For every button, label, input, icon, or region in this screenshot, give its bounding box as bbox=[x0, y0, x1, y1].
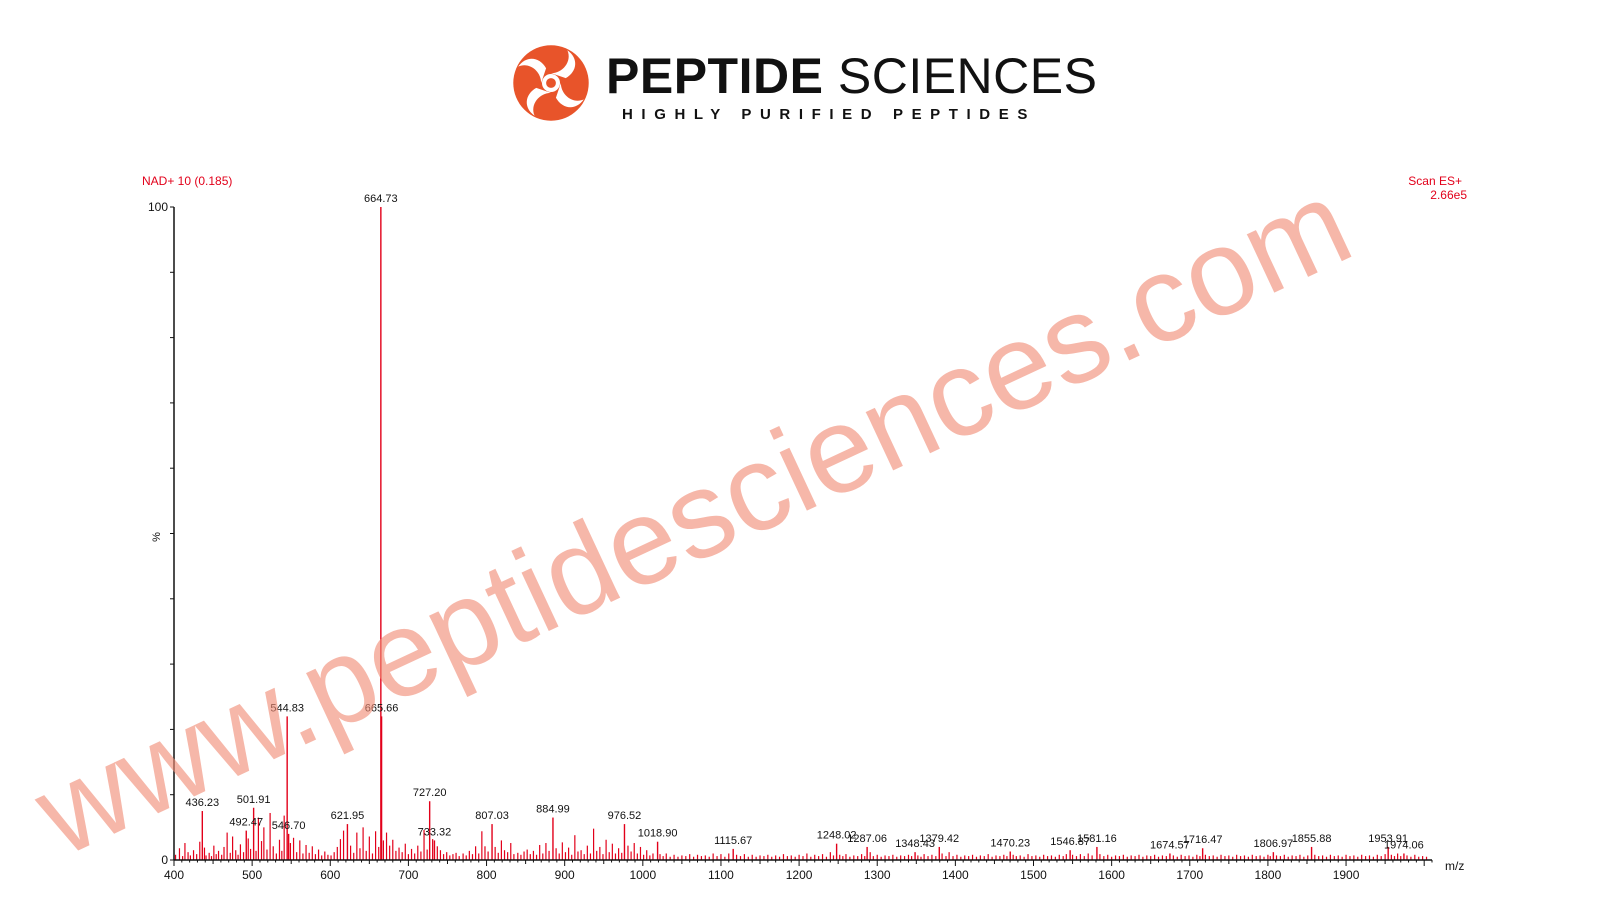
peak-label-1546.87: 1546.87 bbox=[1050, 836, 1090, 848]
x-tick-label-1000: 1000 bbox=[629, 868, 656, 882]
brand-header: PEPTIDE SCIENCES HIGHLY PURIFIED PEPTIDE… bbox=[510, 38, 1110, 128]
peak-label-546.70: 546.70 bbox=[272, 820, 306, 832]
peak-label-1348.43: 1348.43 bbox=[895, 838, 935, 850]
peak-label-665.66: 665.66 bbox=[365, 702, 399, 714]
x-tick-label-600: 600 bbox=[320, 868, 340, 882]
y-tick-label-100: 100 bbox=[148, 200, 168, 214]
peak-label-1716.47: 1716.47 bbox=[1183, 834, 1223, 846]
peak-label-727.20: 727.20 bbox=[413, 787, 447, 799]
peak-labels: 436.23 492.47 501.91 544.83 546.70 621.95 664.… bbox=[185, 193, 1423, 851]
x-tick-label-1200: 1200 bbox=[786, 868, 813, 882]
peak-label-1248.02: 1248.02 bbox=[817, 830, 857, 842]
peak-label-492.47: 492.47 bbox=[229, 817, 263, 829]
peak-label-733.32: 733.32 bbox=[418, 826, 452, 838]
peak-label-1581.16: 1581.16 bbox=[1077, 833, 1117, 845]
x-tick-label-1900: 1900 bbox=[1333, 868, 1360, 882]
chart-title: NAD+ 10 (0.185) bbox=[142, 174, 232, 188]
chart-axes: 400 500 600 700 800 900 1000 1100 1200 1300 1400 15… bbox=[148, 200, 1433, 882]
y-tick-label-0: 0 bbox=[161, 853, 168, 867]
spiral-swirl-logo-icon bbox=[513, 45, 589, 121]
x-tick-label-1700: 1700 bbox=[1176, 868, 1203, 882]
peak-label-1953.91: 1953.91 bbox=[1368, 833, 1408, 845]
x-tick-label-1600: 1600 bbox=[1098, 868, 1125, 882]
peak-label-1470.23: 1470.23 bbox=[990, 838, 1030, 850]
y-axis-label: % bbox=[151, 532, 163, 542]
brand-name-bold: PEPTIDE bbox=[606, 48, 824, 104]
peak-label-1974.06: 1974.06 bbox=[1384, 839, 1424, 851]
peak-label-664.73: 664.73 bbox=[364, 193, 398, 205]
x-tick-label-400: 400 bbox=[164, 868, 184, 882]
peak-label-1018.90: 1018.90 bbox=[638, 828, 678, 840]
x-tick-label-1500: 1500 bbox=[1020, 868, 1047, 882]
brand-tagline: HIGHLY PURIFIED PEPTIDES bbox=[622, 106, 1036, 123]
x-tick-label-1100: 1100 bbox=[708, 868, 734, 882]
brand-name-light: SCIENCES bbox=[837, 48, 1098, 104]
x-axis-label: m/z bbox=[1445, 859, 1464, 873]
peak-label-976.52: 976.52 bbox=[608, 810, 642, 822]
x-tick-label-1300: 1300 bbox=[864, 868, 891, 882]
peak-label-1806.97: 1806.97 bbox=[1253, 838, 1293, 850]
peak-label-544.83: 544.83 bbox=[270, 702, 304, 714]
scan-intensity-label: 2.66e5 bbox=[1430, 188, 1467, 202]
x-tick-label-1800: 1800 bbox=[1255, 868, 1282, 882]
scan-mode-label: Scan ES+ bbox=[1408, 174, 1462, 188]
peak-label-501.91: 501.91 bbox=[237, 794, 271, 806]
peak-label-1855.88: 1855.88 bbox=[1292, 833, 1332, 845]
x-tick-label-800: 800 bbox=[477, 868, 497, 882]
peak-label-1379.42: 1379.42 bbox=[919, 833, 959, 845]
x-tick-label-1400: 1400 bbox=[942, 868, 969, 882]
peak-label-884.99: 884.99 bbox=[536, 804, 570, 816]
spectrum-peaks bbox=[174, 207, 1428, 860]
x-tick-label-900: 900 bbox=[555, 868, 575, 882]
peak-label-1287.06: 1287.06 bbox=[847, 833, 887, 845]
brand-name: PEPTIDE SCIENCES bbox=[606, 48, 1097, 104]
x-tick-label-700: 700 bbox=[398, 868, 418, 882]
peak-label-621.95: 621.95 bbox=[331, 810, 365, 822]
peak-label-1115.67: 1115.67 bbox=[714, 835, 752, 847]
x-tick-label-500: 500 bbox=[242, 868, 262, 882]
peak-label-807.03: 807.03 bbox=[475, 810, 509, 822]
peak-label-436.23: 436.23 bbox=[185, 797, 219, 809]
peak-label-1674.57: 1674.57 bbox=[1150, 839, 1190, 851]
